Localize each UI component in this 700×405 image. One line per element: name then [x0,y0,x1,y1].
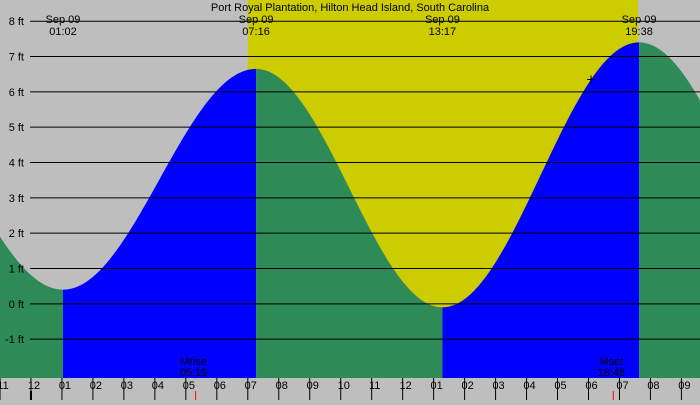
x-tick-label: 06 [585,380,597,392]
x-tick-label: 02 [90,380,102,392]
x-tick-label: 12 [400,380,412,392]
x-tick-label: 11 [0,380,9,392]
x-tick-label: 07 [616,380,628,392]
x-tick-label: 05 [554,380,566,392]
x-tick-label: 04 [523,380,535,392]
tide-extreme-time: 07:16 [242,26,270,38]
moon-event-time: 05:19 [180,367,208,379]
x-tick-label: 03 [121,380,133,392]
tide-extreme-date: Sep 09 [239,14,274,26]
falling-tide-area [256,68,443,378]
tide-extreme-time: 01:02 [49,26,77,38]
chart-title: Port Royal Plantation, Hilton Head Islan… [211,2,490,14]
tide-extreme-time: 19:38 [625,26,653,38]
tide-extreme-date: Sep 09 [622,14,657,26]
grid-lines-over-tide [30,20,700,340]
y-tick-label: 5 ft [9,122,24,134]
rising-tide-area [442,42,640,378]
y-tick-label: 1 ft [9,263,24,275]
y-tick-label: 3 ft [9,193,24,205]
y-tick-label: 7 ft [9,52,24,64]
x-tick-label: 05 [183,380,195,392]
x-tick-label: 07 [245,380,257,392]
y-tick-label: 0 ft [9,299,24,311]
x-tick-label: 10 [338,380,350,392]
x-tick-label: 08 [276,380,288,392]
tide-extreme-time: 13:17 [429,26,457,38]
y-tick-label: 2 ft [9,228,24,240]
x-tick-label: 09 [307,380,319,392]
x-tick-label: 12 [28,380,40,392]
tide-extreme-date: Sep 09 [425,14,460,26]
moon-event-time: 18:48 [598,367,626,379]
y-tick-label: -1 ft [5,334,24,346]
tide-layer [0,42,700,378]
moon-event-label: Mset [599,356,623,368]
x-tick-label: 08 [647,380,659,392]
text-layer: Port Royal Plantation, Hilton Head Islan… [0,2,691,392]
x-tick-label: 01 [431,380,443,392]
tide-extreme-date: Sep 09 [46,14,81,26]
falling-tide-area [0,236,63,378]
y-tick-label: 8 ft [9,16,24,28]
y-tick-label: 4 ft [9,158,24,170]
x-tick-label: 03 [492,380,504,392]
y-tick-label: 6 ft [9,87,24,99]
x-tick-label: 01 [59,380,71,392]
x-tick-label: 02 [461,380,473,392]
moon-event-label: Mrise [180,356,207,368]
x-tick-label: 09 [678,380,690,392]
x-tick-label: 06 [214,380,226,392]
x-tick-label: 11 [369,380,380,392]
grid-layer [0,378,682,400]
falling-tide-area [639,42,700,378]
x-tick-label: 04 [152,380,164,392]
midnight-marker [29,391,32,400]
rising-tide-area [62,68,257,378]
